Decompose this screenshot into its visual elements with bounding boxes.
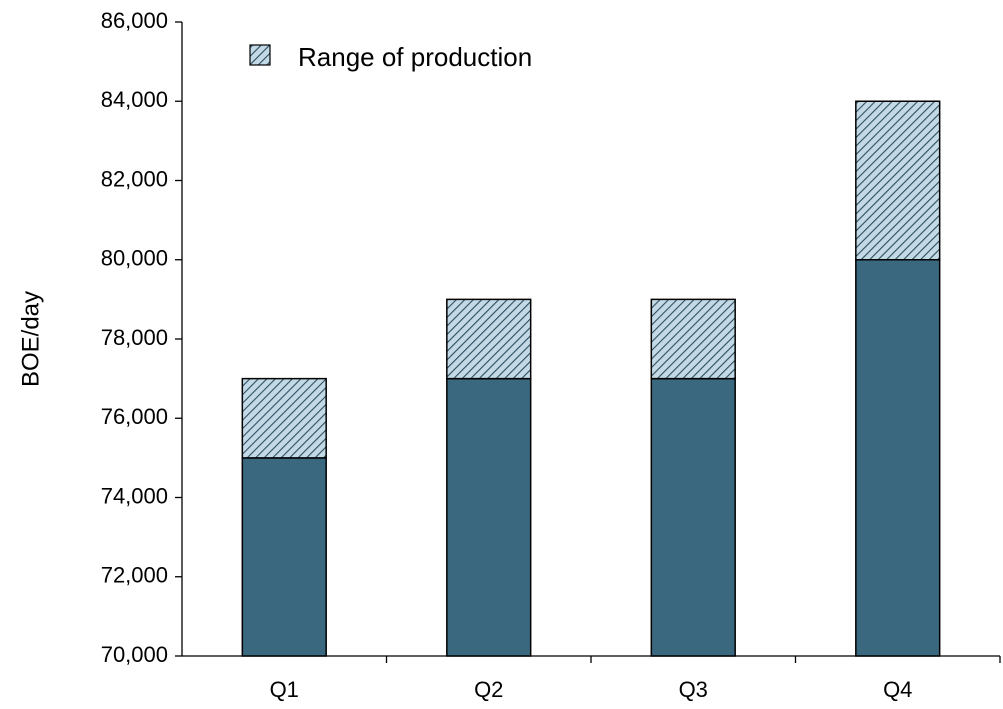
y-tick-label: 86,000 xyxy=(101,8,168,33)
x-tick-label: Q3 xyxy=(679,677,708,702)
y-tick-label: 84,000 xyxy=(101,87,168,112)
bar-segment xyxy=(446,298,532,380)
y-tick-label: 76,000 xyxy=(101,404,168,429)
y-tick-label: 80,000 xyxy=(101,246,168,271)
y-axis-label: BOE/day xyxy=(17,291,44,387)
bar-segment xyxy=(855,100,941,261)
bar-segment xyxy=(650,298,736,380)
legend-label: Range of production xyxy=(298,42,532,72)
bar-segment xyxy=(446,377,532,657)
y-tick-label: 72,000 xyxy=(101,563,168,588)
x-tick-label: Q1 xyxy=(270,677,299,702)
legend-swatch xyxy=(249,44,271,66)
y-tick-label: 82,000 xyxy=(101,166,168,191)
y-tick-label: 70,000 xyxy=(101,642,168,667)
x-tick-label: Q2 xyxy=(474,677,503,702)
bar-segment xyxy=(241,457,327,657)
bar-segment xyxy=(241,377,327,459)
y-tick-label: 74,000 xyxy=(101,483,168,508)
bar-segment xyxy=(855,259,941,657)
bar-segment xyxy=(650,377,736,657)
x-tick-label: Q4 xyxy=(883,677,912,702)
y-tick-label: 78,000 xyxy=(101,325,168,350)
